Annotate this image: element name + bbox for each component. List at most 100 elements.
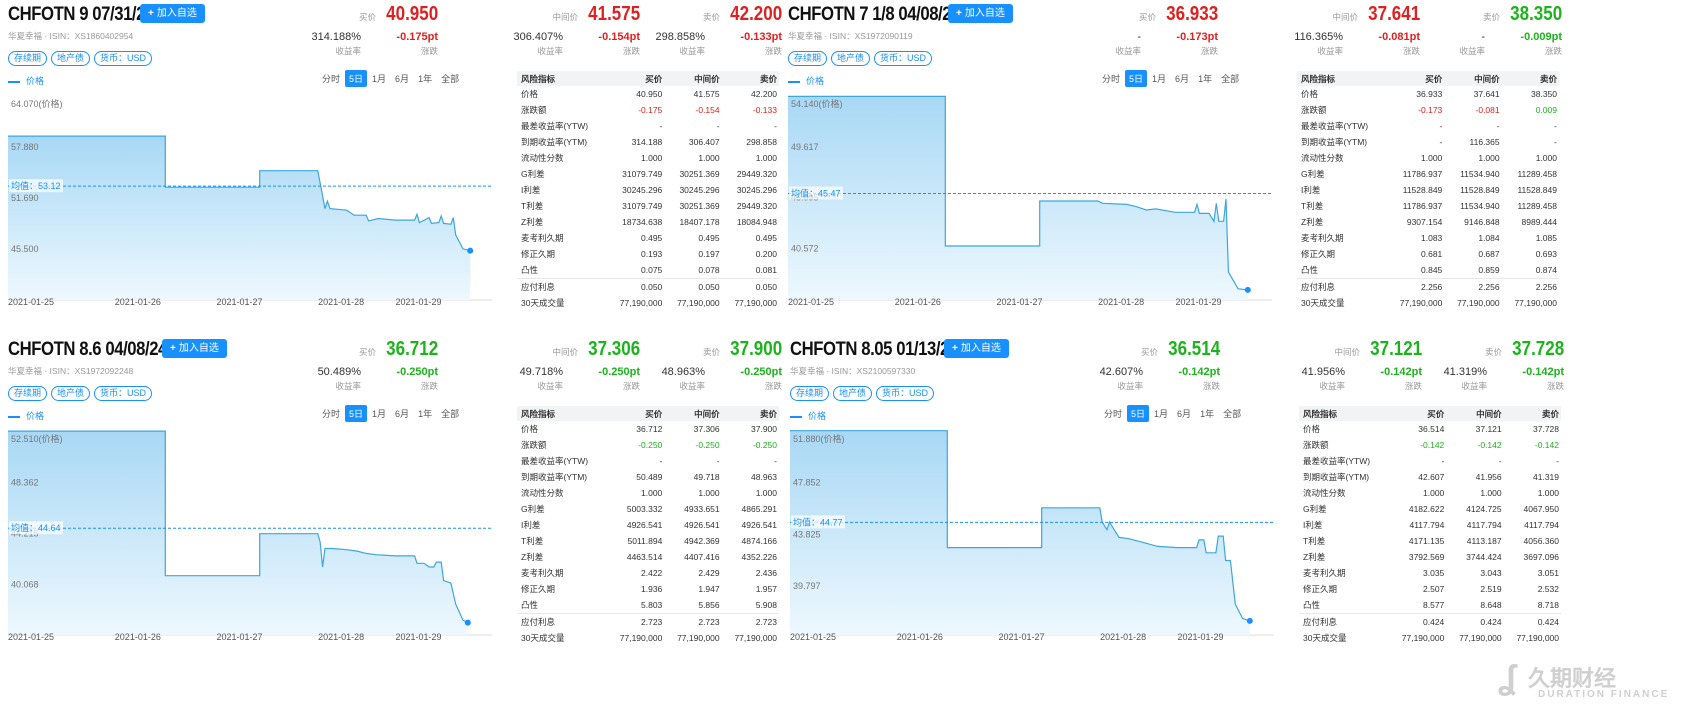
row-label: 30天成交量	[1301, 298, 1345, 308]
range-tab[interactable]: 6月	[1177, 409, 1192, 419]
table-cell: 1.084	[1478, 233, 1500, 243]
bond-tag[interactable]: 货币：USD	[874, 51, 933, 66]
range-tab[interactable]: 1月	[1152, 74, 1167, 84]
table-cell: 1.000	[755, 488, 777, 498]
table-cell: 0.693	[1535, 249, 1557, 259]
bond-tag[interactable]: 地产债	[831, 51, 871, 66]
range-tab[interactable]: 5日	[345, 405, 368, 422]
range-tab[interactable]: 1年	[1198, 74, 1213, 84]
price-value-ask: 42.200	[730, 3, 782, 25]
table-header-row: 风险指标 买价 中间价 卖价	[1299, 406, 1561, 421]
range-tab[interactable]: 分时	[322, 409, 341, 419]
row-label: 价格	[521, 424, 539, 434]
yield-label: 收益率	[679, 46, 705, 56]
bond-tag[interactable]: 地产债	[51, 386, 91, 401]
price-chart: 51.880(价格) 47.852 43.825 39.797 均值：44.77 2021…	[790, 430, 1274, 641]
range-tab[interactable]: 5日	[1125, 70, 1148, 87]
table-cell: 11528.849	[1402, 185, 1443, 195]
row-label: 麦考利久期	[521, 233, 564, 243]
table-cell: 29449.320	[736, 201, 777, 211]
table-row: 30天成交量 77,190,000 77,190,000 77,190,000	[1299, 630, 1561, 646]
table-row: 30天成交量 77,190,000 77,190,000 77,190,000	[1297, 295, 1559, 311]
range-tab[interactable]: 全部	[441, 74, 460, 84]
add-watchlist-button[interactable]: + 加入自选	[162, 339, 227, 358]
bond-tag[interactable]: 地产债	[51, 51, 91, 66]
range-tab[interactable]: 6月	[395, 409, 410, 419]
table-cell: 4407.416	[684, 552, 720, 562]
range-tab[interactable]: 5日	[1127, 405, 1150, 422]
y-tick-label: 48.362	[11, 477, 39, 487]
row-label: 30天成交量	[1303, 633, 1347, 643]
x-tick-label: 2021-01-28	[318, 632, 364, 641]
duration-finance-logo-icon: ʆ	[1498, 659, 1517, 697]
bond-tag[interactable]: 货币：USD	[94, 386, 153, 401]
range-tab[interactable]: 1月	[372, 74, 387, 84]
table-cell: 2.723	[606, 613, 665, 630]
yield-value: 41.956%	[1301, 366, 1345, 378]
x-tick-label: 2021-01-25	[790, 632, 836, 641]
table-cell: -	[716, 456, 720, 466]
table-row: I利差 4926.541 4926.541 4926.541	[517, 517, 779, 533]
table-row: 修正久期 1.936 1.947 1.957	[517, 581, 779, 597]
average-label-bg	[9, 521, 63, 535]
table-cell: 11786.937	[1402, 201, 1443, 211]
yield-value: 49.718%	[519, 366, 563, 378]
table-row: 到期收益率(YTM) 42.607 41.956 41.319	[1299, 469, 1561, 485]
time-range-tabs: 分时 5日 1月 6月 1年 全部	[1104, 405, 1250, 422]
bond-tag[interactable]: 存续期	[790, 386, 830, 401]
table-cell: 0.859	[1478, 265, 1500, 275]
add-watchlist-button[interactable]: + 加入自选	[140, 4, 205, 23]
bond-panel: CHFOTN 7 1/8 04/08/22 + 加入自选 华夏幸福 · ISIN：XS…	[780, 0, 1620, 355]
add-watchlist-button[interactable]: + 加入自选	[944, 339, 1009, 358]
range-tab[interactable]: 分时	[1104, 409, 1123, 419]
x-tick-label: 2021-01-29	[396, 297, 442, 306]
table-cell: 41.319	[1533, 472, 1559, 482]
range-tab[interactable]: 1月	[372, 409, 387, 419]
table-cell: -	[659, 456, 663, 466]
table-header-cell: 买价	[1386, 71, 1445, 86]
range-tab[interactable]: 全部	[441, 409, 460, 419]
range-tab[interactable]: 5日	[345, 70, 368, 87]
table-row: 涨跌额 -0.250 -0.250 -0.250	[517, 437, 779, 453]
table-row: 修正久期 2.507 2.519 2.532	[1299, 581, 1561, 597]
table-cell: 40.950	[636, 89, 663, 99]
price-block-mid: 中间价 37.641 116.365% -0.081pt 收益率 涨跌	[1280, 3, 1420, 63]
table-cell: -0.175	[638, 105, 663, 115]
table-cell: 37.728	[1533, 424, 1559, 434]
range-tab[interactable]: 全部	[1221, 74, 1240, 84]
table-cell: 3.035	[1423, 568, 1445, 578]
table-cell: 77,190,000	[1401, 633, 1445, 643]
range-tab[interactable]: 全部	[1223, 409, 1242, 419]
range-tab[interactable]: 分时	[322, 74, 341, 84]
yield-label: 收益率	[1317, 46, 1343, 56]
table-cell: 4874.166	[741, 536, 777, 546]
price-label-ask: 卖价	[1484, 347, 1502, 357]
bond-tag[interactable]: 地产债	[833, 386, 873, 401]
bond-tag[interactable]: 存续期	[8, 386, 48, 401]
price-block-bid: 买价 40.950 314.188% -0.175pt 收益率 涨跌	[298, 3, 438, 63]
yield-value: 306.407%	[513, 31, 563, 43]
table-cell: 30245.296	[736, 185, 777, 195]
table-row: T利差 5011.894 4942.369 4874.166	[517, 533, 779, 549]
bond-tag[interactable]: 货币：USD	[94, 51, 153, 66]
range-tab[interactable]: 6月	[1175, 74, 1190, 84]
table-cell: 77,190,000	[1459, 633, 1502, 643]
range-tab[interactable]: 分时	[1102, 74, 1121, 84]
range-tab[interactable]: 1月	[1154, 409, 1169, 419]
table-row: 凸性 0.845 0.859 0.874	[1297, 262, 1559, 279]
average-label: 均值：45.47	[791, 188, 841, 199]
price-block-mid: 中间价 37.121 41.956% -0.142pt 收益率 涨跌	[1282, 338, 1422, 398]
time-range-tabs: 分时 5日 1月 6月 1年 全部	[322, 70, 468, 87]
range-tab[interactable]: 6月	[395, 74, 410, 84]
bond-tag[interactable]: 存续期	[8, 51, 48, 66]
add-watchlist-button[interactable]: + 加入自选	[948, 4, 1013, 23]
bond-tag[interactable]: 存续期	[788, 51, 828, 66]
table-cell: 18407.178	[679, 217, 720, 227]
yield-value: 42.607%	[1099, 366, 1143, 378]
range-tab[interactable]: 1年	[1200, 409, 1215, 419]
range-tab[interactable]: 1年	[418, 409, 433, 419]
price-block-ask: 卖价 42.200 298.858% -0.133pt 收益率 涨跌	[642, 3, 782, 63]
change-label: 涨跌	[622, 381, 640, 391]
bond-tag[interactable]: 货币：USD	[876, 386, 935, 401]
range-tab[interactable]: 1年	[418, 74, 433, 84]
